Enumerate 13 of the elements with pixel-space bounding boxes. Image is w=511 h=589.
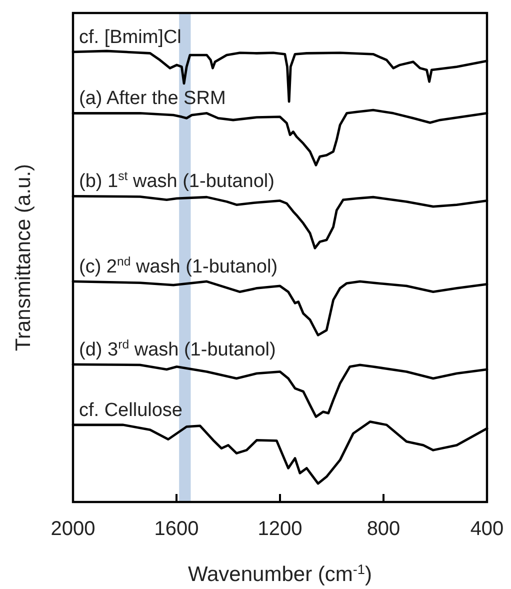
x-tick-label: 400 bbox=[470, 518, 504, 540]
x-tick-label: 1600 bbox=[154, 518, 199, 540]
series-label: cf. Cellulose bbox=[79, 400, 182, 421]
series-label: (c) 2$^{nd}$ wash (1-butanol) bbox=[79, 254, 278, 278]
series-label: (d) 3$^{rd}$ wash (1-butanol) bbox=[79, 337, 276, 360]
x-tick-label: 2000 bbox=[50, 518, 96, 540]
series-label: cf. [Bmim]Cl bbox=[79, 26, 182, 48]
series-label: (b) 1$^{st}$ wash (1-butanol) bbox=[79, 169, 274, 192]
x-tick-label: 1200 bbox=[258, 518, 302, 540]
x-axis-title: Wavenumber (cm$^{-1}$) bbox=[188, 562, 372, 586]
y-axis-title: Transmittance (a.u.) bbox=[12, 164, 35, 352]
x-tick-label: 800 bbox=[366, 518, 400, 540]
series-label: (a) After the SRM bbox=[79, 88, 226, 110]
